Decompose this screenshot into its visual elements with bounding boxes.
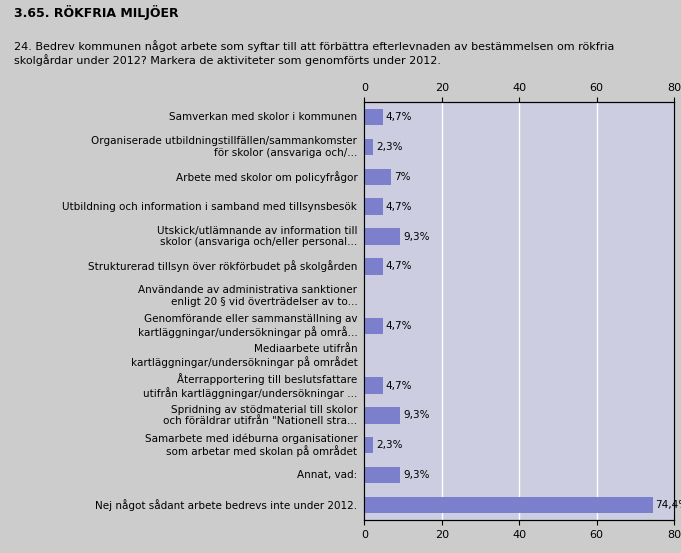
Bar: [364, 497, 652, 513]
Text: Arbete med skolor om policyfrågor: Arbete med skolor om policyfrågor: [176, 171, 358, 183]
Bar: [364, 377, 383, 394]
Text: 4,7%: 4,7%: [385, 380, 412, 390]
Bar: [364, 228, 400, 245]
Text: Organiserade utbildningstillfällen/sammankomster
för skolor (ansvariga och/...: Organiserade utbildningstillfällen/samma…: [91, 136, 358, 158]
Bar: [364, 258, 383, 274]
Text: Utbildning och information i samband med tillsynsbesök: Utbildning och information i samband med…: [63, 202, 358, 212]
Bar: [364, 139, 373, 155]
Text: Strukturerad tillsyn över rökförbudet på skolgården: Strukturerad tillsyn över rökförbudet på…: [88, 260, 358, 272]
Text: Samarbete med idéburna organisationer
som arbetar med skolan på området: Samarbete med idéburna organisationer so…: [144, 433, 358, 457]
Text: 9,3%: 9,3%: [403, 470, 430, 480]
Text: 4,7%: 4,7%: [385, 262, 412, 272]
Text: 4,7%: 4,7%: [385, 202, 412, 212]
Text: 2,3%: 2,3%: [377, 440, 403, 450]
Bar: [364, 169, 392, 185]
Text: Nej något sådant arbete bedrevs inte under 2012.: Nej något sådant arbete bedrevs inte und…: [95, 499, 358, 511]
Text: 9,3%: 9,3%: [403, 232, 430, 242]
Text: 4,7%: 4,7%: [385, 112, 412, 122]
Text: 7%: 7%: [394, 172, 411, 182]
Text: Annat, vad:: Annat, vad:: [297, 470, 358, 480]
Text: Utskick/utlämnande av information till
skolor (ansvariga och/eller personal...: Utskick/utlämnande av information till s…: [157, 226, 358, 247]
Text: 9,3%: 9,3%: [403, 410, 430, 420]
Text: Genomförande eller sammanställning av
kartläggningar/undersökningar på områ...: Genomförande eller sammanställning av ka…: [138, 314, 358, 338]
Text: 2,3%: 2,3%: [377, 142, 403, 152]
Bar: [364, 109, 383, 126]
Text: Mediaarbete utifrån
kartläggningar/undersökningar på området: Mediaarbete utifrån kartläggningar/under…: [131, 344, 358, 368]
Bar: [364, 407, 400, 424]
Text: Återrapportering till beslutsfattare
utifrån kartläggningar/undersökningar ...: Återrapportering till beslutsfattare uti…: [143, 373, 358, 399]
Text: 4,7%: 4,7%: [385, 321, 412, 331]
Bar: [364, 467, 400, 483]
Bar: [364, 318, 383, 334]
Text: Samverkan med skolor i kommunen: Samverkan med skolor i kommunen: [169, 112, 358, 122]
Text: Spridning av stödmaterial till skolor
och föräldrar utifrån "Nationell stra...: Spridning av stödmaterial till skolor oc…: [163, 405, 358, 426]
Bar: [364, 437, 373, 453]
Text: 24. Bedrev kommunen något arbete som syftar till att förbättra efterlevnaden av : 24. Bedrev kommunen något arbete som syf…: [14, 40, 614, 66]
Text: Användande av administrativa sanktioner
enligt 20 § vid överträdelser av to...: Användande av administrativa sanktioner …: [138, 285, 358, 307]
Text: 3.65. RÖKFRIA MILJÖER: 3.65. RÖKFRIA MILJÖER: [14, 4, 178, 20]
Text: 74,4%: 74,4%: [656, 500, 681, 510]
Bar: [364, 199, 383, 215]
